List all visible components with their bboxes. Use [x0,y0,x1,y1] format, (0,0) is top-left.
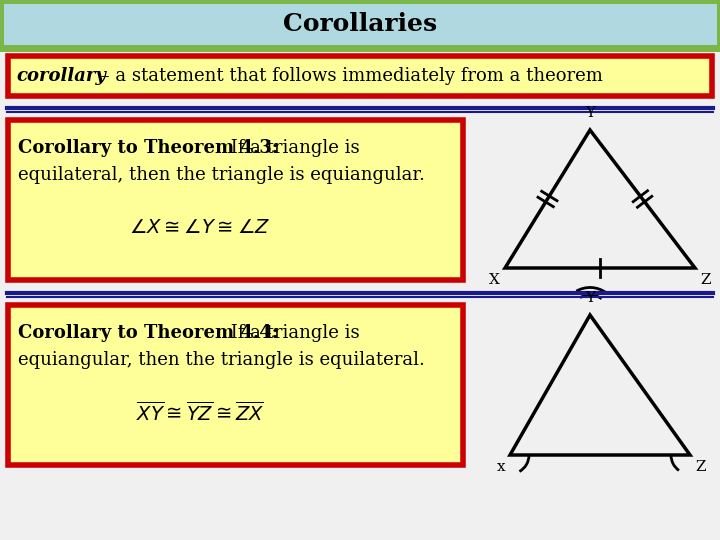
Text: Y: Y [585,106,595,120]
FancyBboxPatch shape [8,120,463,280]
Text: If a triangle is: If a triangle is [225,324,359,342]
Text: equilateral, then the triangle is equiangular.: equilateral, then the triangle is equian… [18,166,425,184]
Text: If a triangle is: If a triangle is [225,139,359,157]
Text: $\angle X \cong \angle Y \cong \angle Z$: $\angle X \cong \angle Y \cong \angle Z$ [130,219,271,237]
Text: Z: Z [695,460,706,474]
Text: equiangular, then the triangle is equilateral.: equiangular, then the triangle is equila… [18,351,425,369]
FancyBboxPatch shape [8,305,463,465]
Text: Corollaries: Corollaries [283,12,437,36]
Text: Corollary to Theorem 4.4:: Corollary to Theorem 4.4: [18,324,279,342]
Text: $\overline{XY} \cong \overline{YZ} \cong \overline{ZX}$: $\overline{XY} \cong \overline{YZ} \cong… [136,401,264,425]
Text: X: X [489,273,500,287]
Text: corollary: corollary [16,67,106,85]
FancyBboxPatch shape [0,0,720,48]
Text: Z: Z [700,273,711,287]
FancyBboxPatch shape [8,56,712,96]
Text: – a statement that follows immediately from a theorem: – a statement that follows immediately f… [95,67,603,85]
Text: Corollary to Theorem 4.3:: Corollary to Theorem 4.3: [18,139,279,157]
Text: Y: Y [585,291,595,305]
Text: x: x [496,460,505,474]
